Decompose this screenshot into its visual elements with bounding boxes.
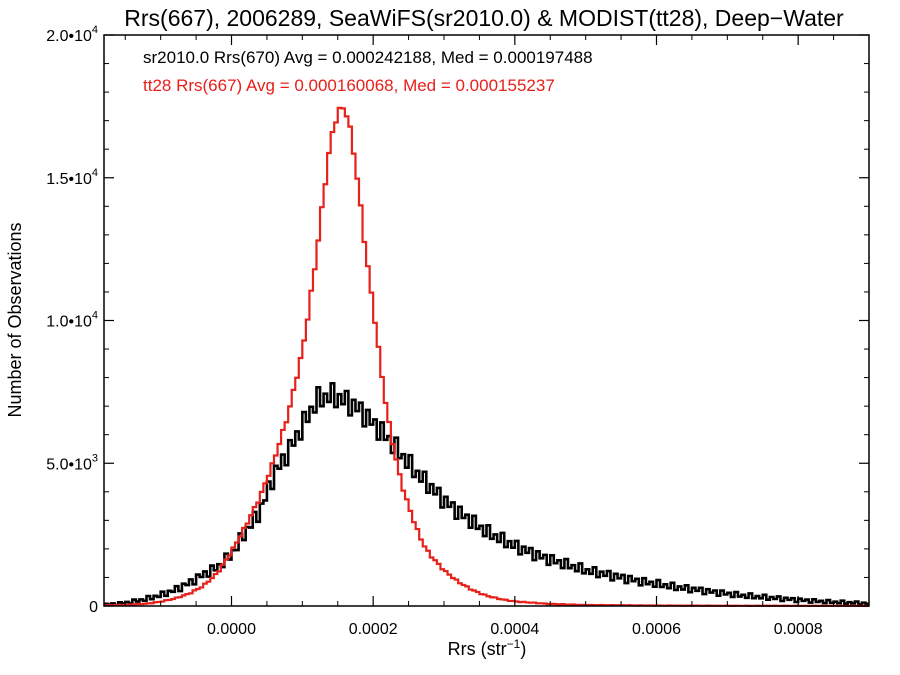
legend-entry-tt28: tt28 Rrs(667) Avg = 0.000160068, Med = 0… xyxy=(143,76,555,95)
y-tick-label: 5.0•103 xyxy=(46,452,98,473)
x-tick-label: 0.0002 xyxy=(349,621,398,638)
y-axis: 0 5.0•103 1.0•104 1.5•104 2.0•104 xyxy=(46,24,869,616)
y-tick-label: 0 xyxy=(89,599,98,616)
x-tick-label: 0.0006 xyxy=(632,621,681,638)
x-tick-label: 0.0008 xyxy=(774,621,823,638)
plot-area xyxy=(103,34,870,608)
y-tick-label: 2.0•104 xyxy=(46,24,98,45)
x-axis: 0.0000 0.0002 0.0004 0.0006 0.0008 xyxy=(124,35,835,638)
chart-title: Rrs(667), 2006289, SeaWiFS(sr2010.0) & M… xyxy=(124,5,844,31)
y-axis-label: Number of Observations xyxy=(5,222,25,417)
y-tick-label: 1.5•104 xyxy=(46,167,98,188)
x-axis-label: Rrs (str−1) xyxy=(448,637,527,659)
legend-entry-sr2010: sr2010.0 Rrs(670) Avg = 0.000242188, Med… xyxy=(143,48,593,67)
series-layer xyxy=(104,106,869,608)
plot-frame xyxy=(103,34,870,607)
y-tick-label: 1.0•104 xyxy=(46,310,98,331)
x-tick-label: 0.0000 xyxy=(207,621,256,638)
x-tick-label: 0.0004 xyxy=(490,621,539,638)
